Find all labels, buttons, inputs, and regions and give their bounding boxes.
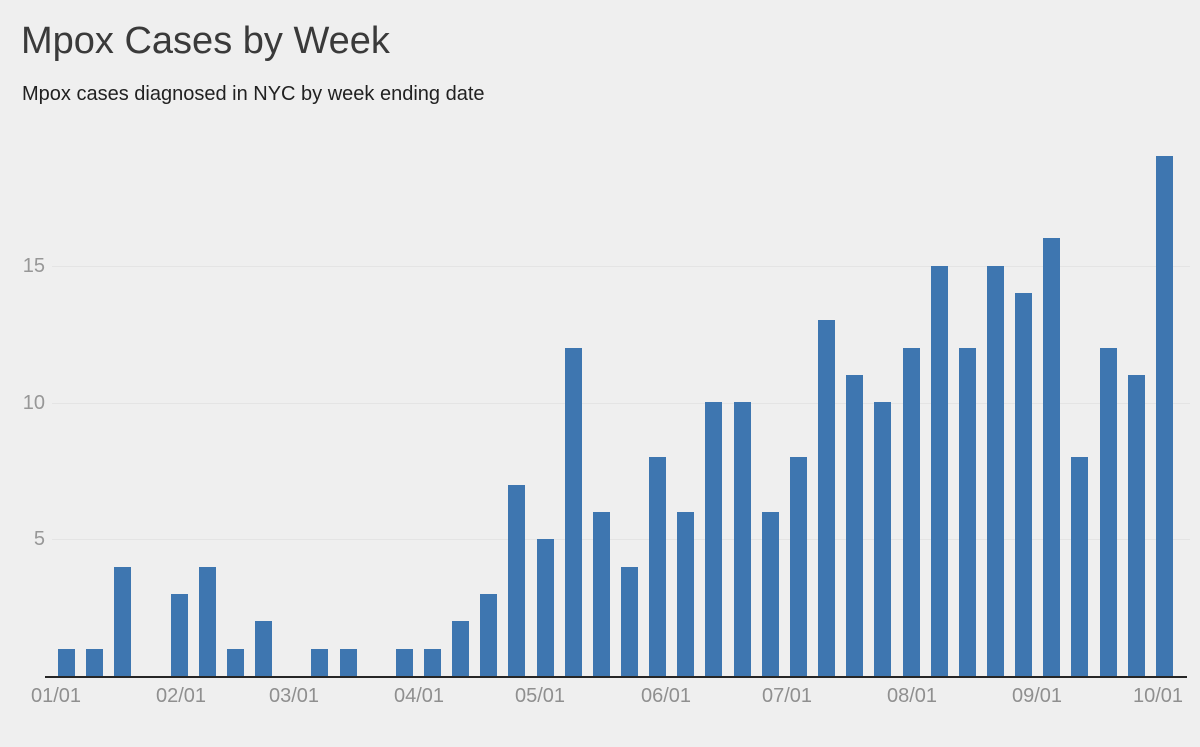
x-axis-tick-label: 06/01 (640, 685, 692, 707)
x-axis-tick-label: 01/01 (30, 685, 82, 707)
chart-title: Mpox Cases by Week (21, 20, 390, 62)
y-axis-tick-label: 15 (22, 255, 45, 277)
bar-week-23 (677, 512, 694, 676)
x-axis-tick-label: 05/01 (514, 685, 566, 707)
bar-week-40 (1156, 156, 1173, 676)
bar-week-17 (508, 485, 525, 676)
bar-week-13 (396, 649, 413, 676)
bar-week-39 (1128, 375, 1145, 676)
bar-week-2 (86, 649, 103, 676)
gridline-10 (52, 403, 1190, 404)
y-axis-tick-label: 5 (33, 528, 45, 550)
bar-week-3 (114, 567, 131, 676)
x-axis-tick-label: 07/01 (761, 685, 813, 707)
bar-week-14 (424, 649, 441, 676)
bar-week-34 (987, 266, 1004, 676)
bar-week-37 (1071, 457, 1088, 676)
y-axis-tick-label: 10 (22, 392, 45, 414)
bar-week-6 (199, 567, 216, 676)
bar-week-27 (790, 457, 807, 676)
x-axis-tick-label: 08/01 (886, 685, 938, 707)
bar-week-7 (227, 649, 244, 676)
bar-week-28 (818, 320, 835, 676)
bar-week-25 (734, 402, 751, 676)
bar-week-24 (705, 402, 722, 676)
bar-week-29 (846, 375, 863, 676)
x-axis-tick-label: 09/01 (1011, 685, 1063, 707)
bar-week-5 (171, 594, 188, 676)
gridline-15 (52, 266, 1190, 267)
x-axis-tick-label: 10/01 (1132, 685, 1184, 707)
x-axis-tick-label: 04/01 (393, 685, 445, 707)
bar-week-22 (649, 457, 666, 676)
bar-week-36 (1043, 238, 1060, 676)
bar-week-26 (762, 512, 779, 676)
bar-week-20 (593, 512, 610, 676)
bar-week-33 (959, 348, 976, 676)
bar-week-16 (480, 594, 497, 676)
bar-week-21 (621, 567, 638, 676)
bar-week-15 (452, 621, 469, 676)
bar-week-10 (311, 649, 328, 676)
bar-week-18 (537, 539, 554, 676)
bar-week-1 (58, 649, 75, 676)
bar-week-19 (565, 348, 582, 676)
bar-week-11 (340, 649, 357, 676)
x-axis-tick-label: 02/01 (155, 685, 207, 707)
chart-subtitle: Mpox cases diagnosed in NYC by week endi… (22, 83, 485, 105)
bar-week-38 (1100, 348, 1117, 676)
gridline-5 (52, 539, 1190, 540)
bar-week-30 (874, 402, 891, 676)
bar-week-31 (903, 348, 920, 676)
bar-week-35 (1015, 293, 1032, 676)
bar-week-8 (255, 621, 272, 676)
x-axis-tick-label: 03/01 (268, 685, 320, 707)
x-axis-line (45, 676, 1187, 678)
bar-week-32 (931, 266, 948, 676)
